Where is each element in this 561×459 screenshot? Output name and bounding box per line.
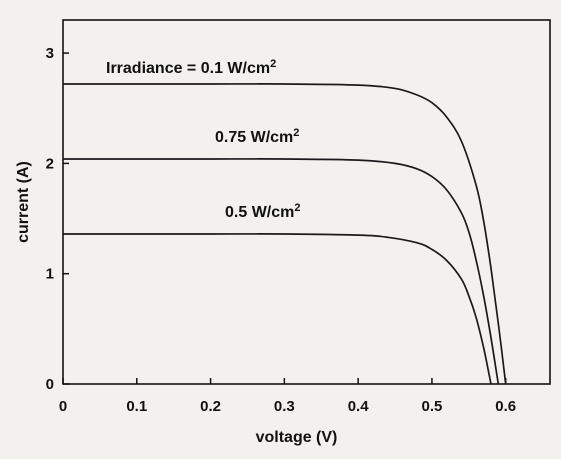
y-tick-label: 0 [46, 376, 54, 393]
series-label-0: Irradiance = 0.1 W/cm2 [106, 58, 276, 77]
y-tick-label: 3 [46, 45, 54, 62]
x-tick-label: 0.6 [495, 398, 516, 415]
series-label-2: 0.5 W/cm2 [225, 202, 300, 221]
series-line-2 [63, 233, 492, 385]
x-tick-label: 0.4 [348, 398, 370, 415]
x-axis-title: voltage (V) [256, 429, 338, 446]
series-label-superscript: 2 [294, 202, 300, 214]
x-tick-label: 0.1 [126, 398, 147, 415]
x-tick-label: 0.2 [200, 398, 221, 415]
y-axis-title: current (A) [15, 161, 32, 243]
series-line-0 [63, 83, 507, 385]
series-label-superscript: 2 [270, 58, 276, 70]
series-label-text: 0.75 W/cm [215, 129, 293, 146]
series-label-1: 0.75 W/cm2 [215, 127, 299, 146]
y-tick-label: 1 [46, 266, 54, 283]
series-label-superscript: 2 [293, 127, 299, 139]
x-tick-label: 0.3 [274, 398, 295, 415]
y-tick-label: 2 [46, 155, 54, 172]
series-line-1 [63, 158, 500, 385]
x-tick-label: 0.5 [422, 398, 443, 415]
series-label-text: 0.5 W/cm [225, 204, 294, 221]
plot-frame [62, 19, 551, 385]
series-label-text: Irradiance = 0.1 W/cm [106, 60, 270, 77]
x-tick-label: 0 [59, 398, 67, 415]
